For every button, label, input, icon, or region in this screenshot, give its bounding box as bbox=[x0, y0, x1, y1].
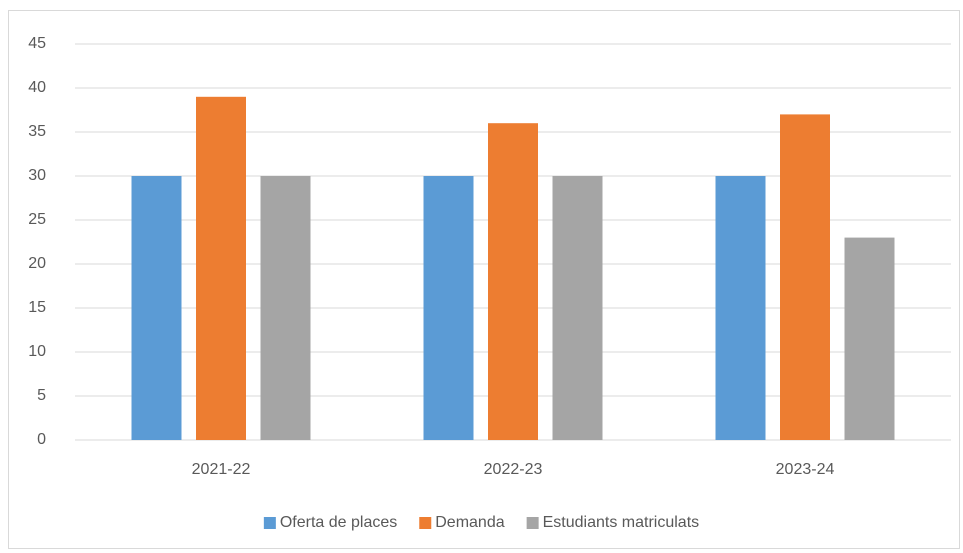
y-tick-label: 30 bbox=[28, 167, 46, 184]
bar bbox=[196, 96, 246, 441]
y-tick-label: 5 bbox=[37, 387, 46, 404]
legend-label: Oferta de places bbox=[280, 514, 397, 531]
bar bbox=[260, 176, 311, 440]
x-tick-label: 2023-24 bbox=[776, 461, 835, 478]
y-tick-label: 35 bbox=[28, 123, 46, 140]
bar bbox=[488, 123, 538, 440]
x-tick-label: 2021-22 bbox=[192, 461, 251, 478]
x-tick-label: 2022-23 bbox=[484, 461, 543, 478]
y-tick-label: 40 bbox=[28, 79, 46, 96]
bar bbox=[552, 176, 603, 440]
bar bbox=[844, 237, 895, 440]
bar bbox=[131, 176, 182, 440]
legend-swatch bbox=[526, 517, 539, 529]
legend-swatch bbox=[419, 517, 432, 529]
y-tick-label: 10 bbox=[28, 343, 46, 360]
bar bbox=[423, 176, 474, 440]
legend-swatch bbox=[263, 517, 276, 529]
legend-label: Estudiants matriculats bbox=[543, 514, 700, 531]
y-tick-label: 20 bbox=[28, 255, 46, 272]
bar bbox=[715, 176, 766, 440]
y-tick-label: 45 bbox=[28, 35, 46, 52]
y-tick-label: 0 bbox=[37, 431, 46, 448]
y-tick-label: 25 bbox=[28, 211, 46, 228]
legend-label: Demanda bbox=[435, 514, 504, 531]
y-tick-label: 15 bbox=[28, 299, 46, 316]
bar bbox=[780, 114, 830, 441]
